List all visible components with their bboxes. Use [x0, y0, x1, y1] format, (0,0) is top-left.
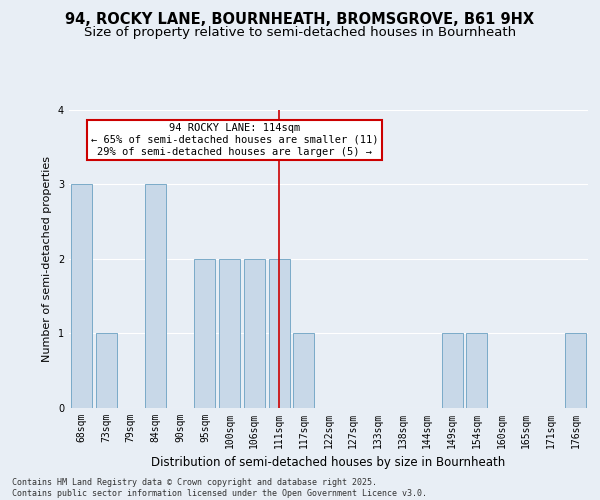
Text: 94 ROCKY LANE: 114sqm
← 65% of semi-detached houses are smaller (11)
29% of semi: 94 ROCKY LANE: 114sqm ← 65% of semi-deta…: [91, 124, 379, 156]
Text: 94, ROCKY LANE, BOURNHEATH, BROMSGROVE, B61 9HX: 94, ROCKY LANE, BOURNHEATH, BROMSGROVE, …: [65, 12, 535, 28]
Bar: [269, 259, 290, 408]
Bar: [293, 333, 314, 407]
Bar: [244, 259, 265, 408]
Bar: [95, 333, 116, 407]
Bar: [194, 259, 215, 408]
Y-axis label: Number of semi-detached properties: Number of semi-detached properties: [43, 156, 52, 362]
Bar: [219, 259, 240, 408]
Bar: [466, 333, 487, 407]
X-axis label: Distribution of semi-detached houses by size in Bournheath: Distribution of semi-detached houses by …: [151, 456, 506, 469]
Bar: [565, 333, 586, 407]
Bar: [442, 333, 463, 407]
Bar: [145, 184, 166, 408]
Text: Contains HM Land Registry data © Crown copyright and database right 2025.
Contai: Contains HM Land Registry data © Crown c…: [12, 478, 427, 498]
Text: Size of property relative to semi-detached houses in Bournheath: Size of property relative to semi-detach…: [84, 26, 516, 39]
Bar: [71, 184, 92, 408]
